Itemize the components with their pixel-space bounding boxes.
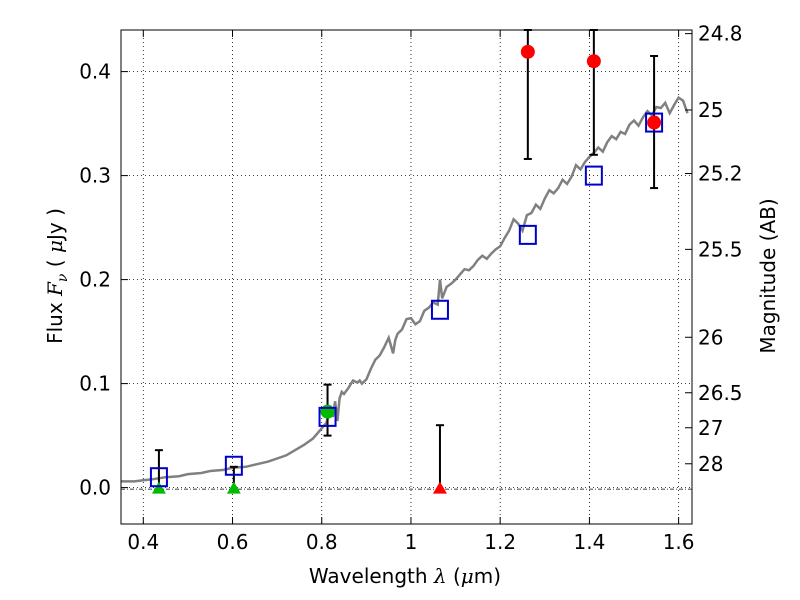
mag-tick-label: 25 bbox=[698, 98, 723, 122]
model-box bbox=[584, 165, 603, 186]
red-upper-limit-marker bbox=[432, 481, 447, 494]
y-tick-label: 0.3 bbox=[79, 164, 111, 188]
x-tick-label: 0.6 bbox=[217, 530, 249, 554]
model-box bbox=[149, 467, 168, 488]
green-upper-limit-marker bbox=[226, 481, 241, 494]
y-tick-label: 0.4 bbox=[79, 60, 111, 84]
x-tick-label: 0.8 bbox=[306, 530, 338, 554]
red-detection-point bbox=[586, 54, 601, 69]
x-axis-label: Wavelength λ (μm) bbox=[309, 564, 501, 588]
mag-tick-label: 24.8 bbox=[698, 22, 743, 46]
y-tick-label: 0.1 bbox=[79, 372, 111, 396]
photometry-markers bbox=[151, 44, 662, 494]
green-upper-limit-marker bbox=[151, 481, 166, 494]
template-line bbox=[121, 95, 689, 483]
x-tick-label: 1 bbox=[405, 530, 418, 554]
model-box bbox=[645, 112, 664, 133]
plot-frame bbox=[120, 29, 693, 525]
model-box bbox=[518, 224, 537, 245]
y-tick-label: 0.2 bbox=[79, 268, 111, 292]
grid-lines bbox=[121, 30, 692, 524]
mag-tick-label: 26 bbox=[698, 325, 723, 349]
axis-ticks: 0.4 0.6 0.8 1 1.2 1.4 1.6 0.0 0.1 0.2 0.3 0.4 24.8 25… bbox=[79, 22, 742, 554]
model-boxes bbox=[149, 112, 664, 488]
y-axis-label: Flux Fν ( μJy ) bbox=[43, 208, 71, 344]
mag-tick-label: 27 bbox=[698, 416, 723, 440]
y2-axis-label: Magnitude (AB) bbox=[756, 198, 780, 353]
template-spectrum bbox=[121, 95, 689, 483]
green-detection-point bbox=[320, 404, 335, 419]
x-tick-label: 1.2 bbox=[484, 530, 516, 554]
red-detection-point bbox=[520, 44, 535, 59]
model-box bbox=[224, 455, 243, 476]
model-box bbox=[430, 299, 449, 320]
x-tick-label: 1.6 bbox=[663, 530, 695, 554]
model-box bbox=[318, 406, 337, 427]
x-tick-label: 1.4 bbox=[573, 530, 605, 554]
red-detection-point bbox=[647, 115, 662, 130]
mag-tick-label: 25.5 bbox=[698, 237, 743, 261]
mag-tick-label: 26.5 bbox=[698, 381, 743, 405]
error-bars bbox=[154, 29, 659, 492]
mag-tick-label: 28 bbox=[698, 452, 723, 476]
y-tick-label: 0.0 bbox=[79, 476, 111, 500]
mag-tick-label: 25.2 bbox=[698, 162, 743, 186]
x-tick-label: 0.4 bbox=[127, 530, 159, 554]
